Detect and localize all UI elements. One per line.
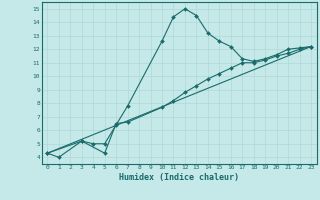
X-axis label: Humidex (Indice chaleur): Humidex (Indice chaleur) [119,173,239,182]
